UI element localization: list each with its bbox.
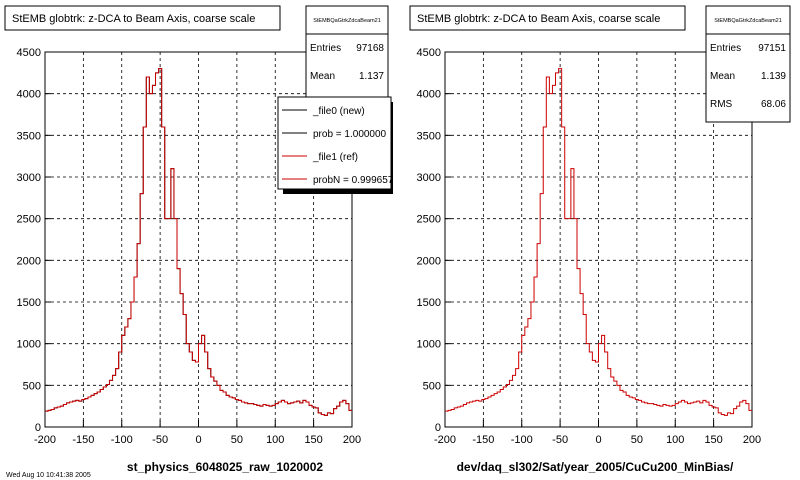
legend-entry-1: prob = 1.000000 [313, 129, 387, 140]
histogram-line-1 [45, 68, 352, 416]
left-stats-mean-label: Mean [310, 71, 335, 82]
right-x-axis-label: dev/daq_sl302/Sat/year_2005/CuCu200_MinB… [457, 460, 734, 474]
right-histogram-panel: StEMB globtrk: z-DCA to Beam Axis, coars… [409, 5, 791, 474]
right-x-tick-labels: -200 -150 -100 -50 0 50 100 150 200 [434, 434, 761, 446]
right-stats-rms: 68.06 [761, 99, 786, 110]
x-tick-label: 0 [595, 434, 601, 446]
left-y-tick-labels: 0 500 1000 1500 2000 2500 3000 3500 4000 4500 [17, 47, 41, 434]
left-x-axis-label: st_physics_6048025_raw_1020002 [127, 460, 323, 474]
x-tick-label: 100 [266, 434, 284, 446]
left-chart-title: StEMB globtrk: z-DCA to Beam Axis, coars… [12, 13, 255, 25]
y-tick-label: 1500 [17, 297, 41, 309]
right-stats-box: StEMBQaGtrkZdcaBeam21 Entries 97151 Mean… [705, 5, 791, 123]
y-tick-label: 0 [435, 422, 441, 434]
x-tick-label: -150 [72, 434, 94, 446]
y-tick-label: 4500 [417, 47, 441, 59]
y-tick-label: 1000 [417, 339, 441, 351]
left-x-tick-labels: -200 -150 -100 -50 0 50 100 150 200 [34, 434, 361, 446]
x-tick-label: 150 [304, 434, 322, 446]
right-stats-rms-label: RMS [710, 99, 733, 110]
left-histogram-panel: StEMB globtrk: z-DCA to Beam Axis, coars… [4, 5, 394, 474]
legend: _file0 (new) prob = 1.000000 _file1 (ref… [277, 96, 394, 194]
footer-timestamp: Wed Aug 10 10:41:38 2005 [6, 472, 91, 479]
y-tick-label: 4000 [417, 89, 441, 101]
y-tick-label: 0 [35, 422, 41, 434]
right-chart-title: StEMB globtrk: z-DCA to Beam Axis, coars… [417, 13, 660, 25]
x-tick-label: 0 [195, 434, 201, 446]
y-tick-label: 3000 [17, 172, 41, 184]
x-tick-label: -50 [552, 434, 568, 446]
right-stats-entries: 97151 [758, 43, 786, 54]
y-tick-label: 2500 [17, 214, 41, 226]
left-stats-entries-label: Entries [310, 43, 341, 54]
right-y-tick-labels: 0 500 1000 1500 2000 2500 3000 3500 4000 4500 [417, 47, 441, 434]
legend-entry-2: _file1 (ref) [312, 152, 358, 163]
legend-entry-0: _file0 (new) [312, 106, 365, 117]
x-tick-label: -200 [34, 434, 56, 446]
y-tick-label: 1000 [17, 339, 41, 351]
y-tick-label: 2000 [17, 255, 41, 267]
right-stats-mean: 1.139 [761, 71, 786, 82]
y-tick-label: 500 [423, 380, 441, 392]
x-tick-label: -100 [511, 434, 533, 446]
left-stats-mean: 1.137 [359, 71, 384, 82]
y-tick-label: 4500 [17, 47, 41, 59]
y-tick-label: 500 [23, 380, 41, 392]
y-tick-label: 3500 [17, 130, 41, 142]
left-stats-name: StEMBQaGtrkZdcaBeam21 [313, 18, 381, 24]
legend-entry-3: probN = 0.999657 [313, 175, 394, 186]
x-tick-label: 50 [231, 434, 243, 446]
x-tick-label: 200 [343, 434, 361, 446]
x-tick-label: 100 [666, 434, 684, 446]
y-tick-label: 3000 [417, 172, 441, 184]
right-stats-entries-label: Entries [710, 43, 741, 54]
x-tick-label: -100 [111, 434, 133, 446]
right-stats-name: StEMBQaGtrkZdcaBeam21 [714, 18, 782, 24]
y-tick-label: 3500 [417, 130, 441, 142]
right-title-box [409, 5, 686, 31]
histogram-line-0 [445, 68, 752, 416]
left-histogram-series [45, 68, 352, 416]
x-tick-label: 150 [704, 434, 722, 446]
right-histogram-series [445, 68, 752, 416]
y-tick-label: 1500 [417, 297, 441, 309]
x-tick-label: 50 [631, 434, 643, 446]
x-tick-label: -50 [152, 434, 168, 446]
y-tick-label: 2000 [417, 255, 441, 267]
x-tick-label: -200 [434, 434, 456, 446]
right-stats-mean-label: Mean [710, 71, 735, 82]
x-tick-label: -150 [472, 434, 494, 446]
y-tick-label: 4000 [17, 89, 41, 101]
x-tick-label: 200 [743, 434, 761, 446]
y-tick-label: 2500 [417, 214, 441, 226]
left-stats-entries: 97168 [356, 43, 384, 54]
left-title-box [4, 5, 281, 31]
